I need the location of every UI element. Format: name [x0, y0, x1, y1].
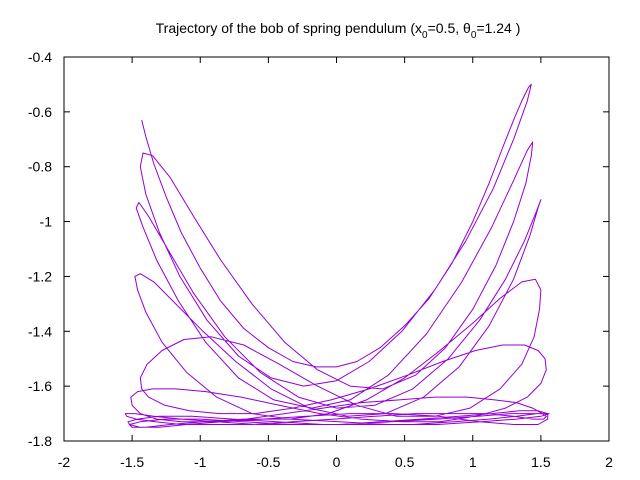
y-tick-label: -1.4	[28, 323, 52, 339]
y-tick-label: -1.2	[28, 268, 52, 284]
x-tick-label: 2	[605, 454, 613, 470]
y-tick-label: -1	[40, 214, 53, 230]
x-tick-label: -1.5	[120, 454, 144, 470]
y-tick-label: -0.6	[28, 104, 52, 120]
axis-tick-labels: -2 -1.5 -1 -0.5 0 0.5 1 1.5 2 -1.8 -1.6 -1.4 -1.2 -1 -…	[28, 49, 613, 470]
axis-ticks	[63, 56, 610, 442]
trajectory-series	[124, 83, 550, 428]
x-tick-label: -0.5	[256, 454, 280, 470]
x-tick-label: -1	[194, 454, 207, 470]
trajectory-line	[124, 83, 550, 428]
x-tick-label: 0.5	[395, 454, 415, 470]
plot-area-frame	[63, 56, 610, 442]
x-tick-label: 1	[469, 454, 477, 470]
x-tick-label: 0	[333, 454, 341, 470]
y-tick-label: -1.6	[28, 378, 52, 394]
y-tick-label: -1.8	[28, 433, 52, 449]
x-tick-label: -2	[58, 454, 71, 470]
y-tick-label: -0.4	[28, 49, 52, 65]
chart-title: Trajectory of the bob of spring pendulum…	[156, 20, 521, 41]
y-tick-label: -0.8	[28, 159, 52, 175]
x-tick-label: 1.5	[531, 454, 551, 470]
